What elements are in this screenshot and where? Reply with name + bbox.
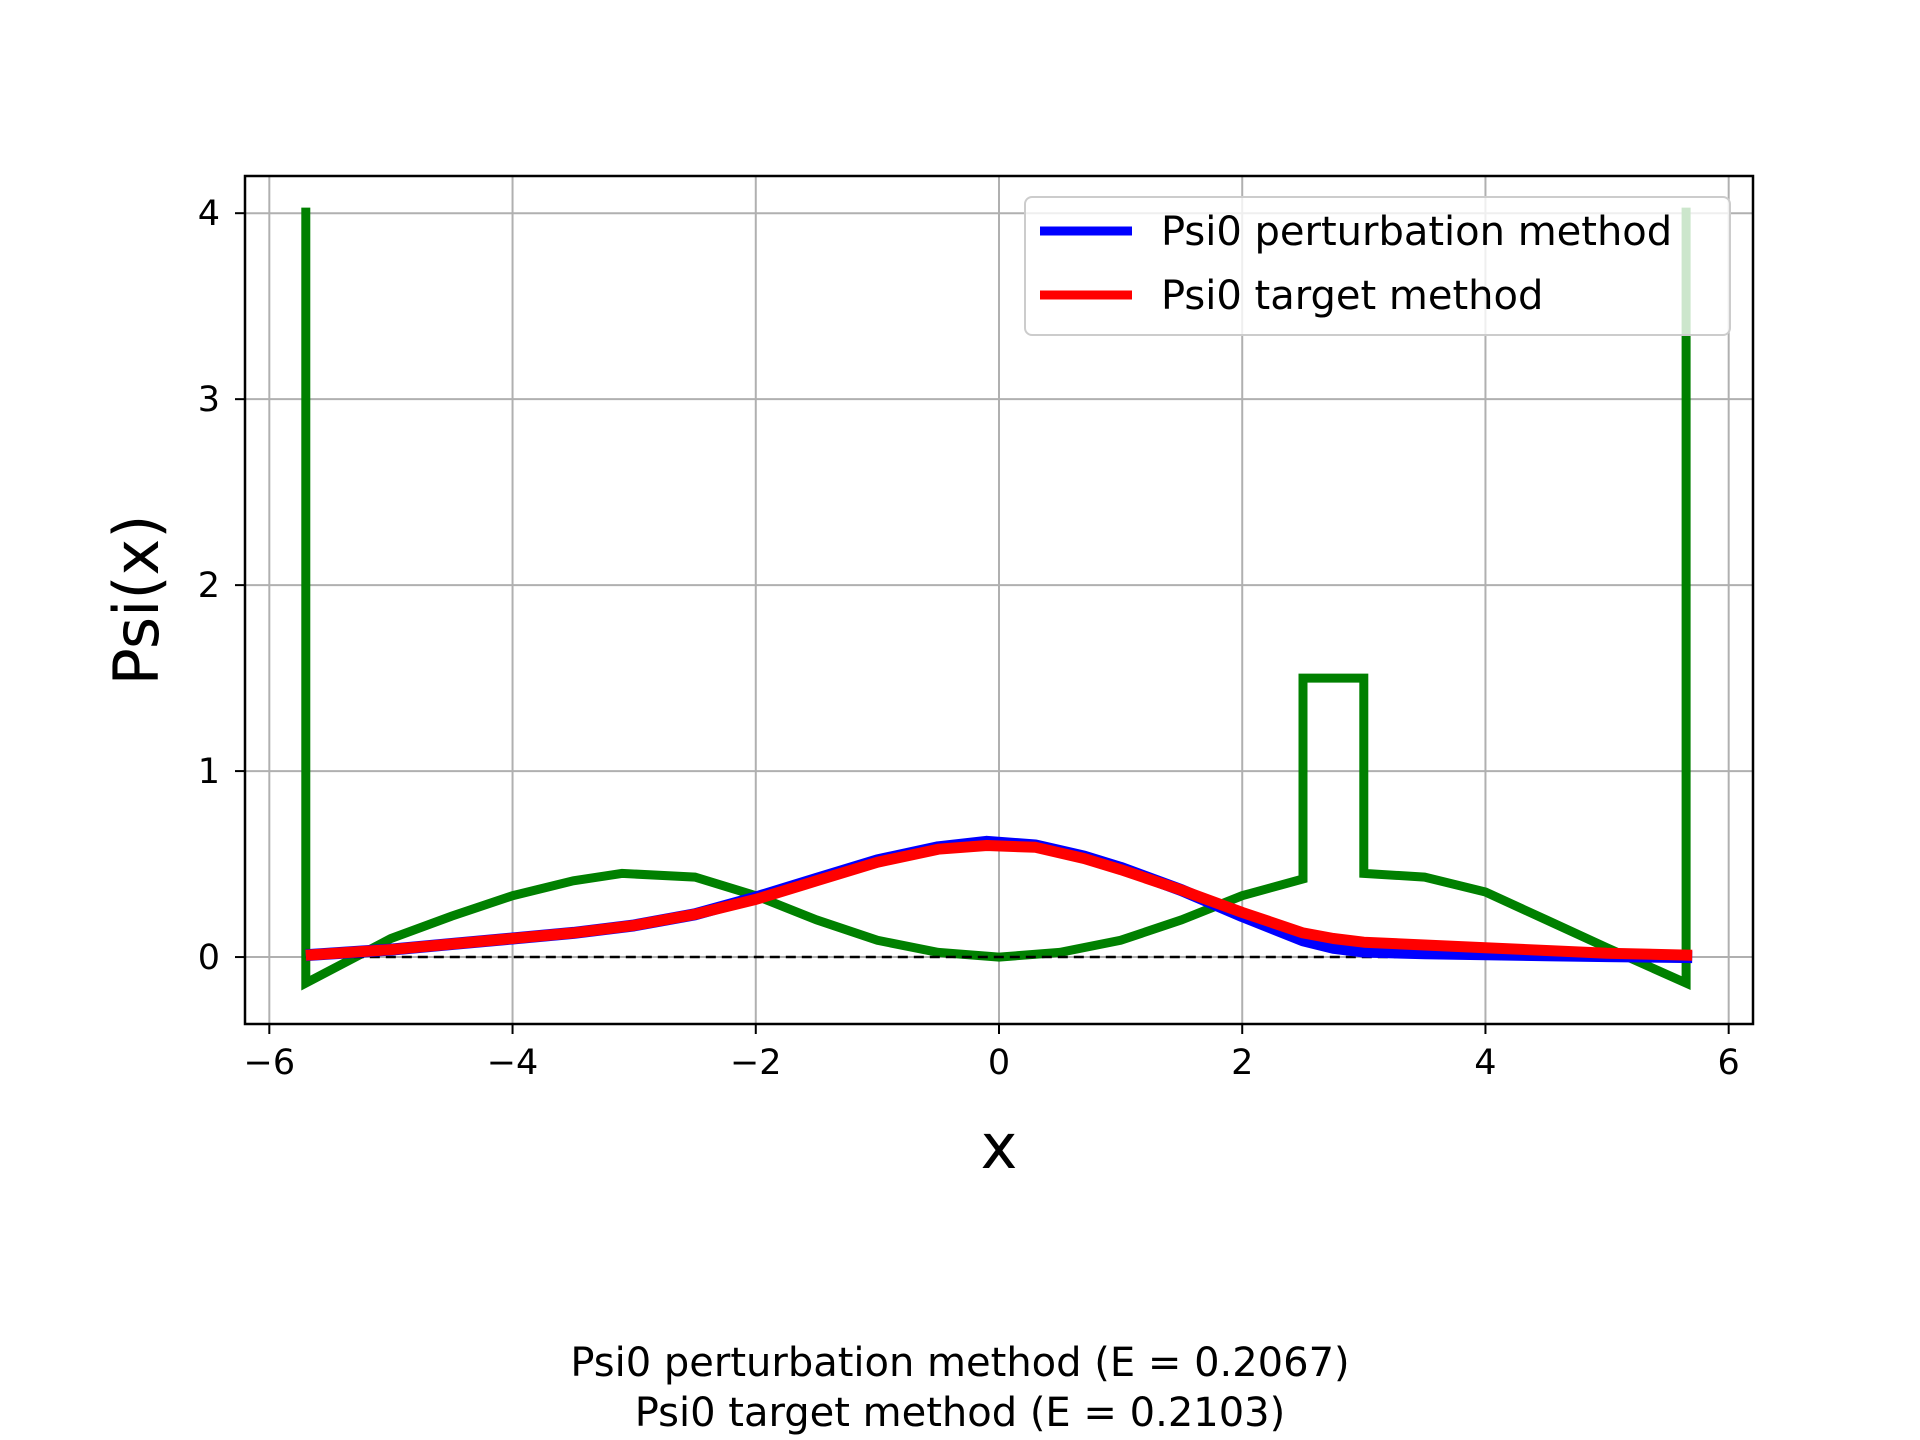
legend-label-target: Psi0 target method xyxy=(1161,273,1543,319)
series-line-target xyxy=(305,840,1693,961)
y-tick-label: 4 xyxy=(198,194,220,234)
x-tick-label: 6 xyxy=(1718,1043,1740,1083)
y-tick-label: 1 xyxy=(198,752,220,792)
x-tick-label: 2 xyxy=(1231,1043,1253,1083)
legend-box xyxy=(1024,196,1731,336)
legend-label-perturbation: Psi0 perturbation method xyxy=(1161,209,1672,255)
x-axis-label: x xyxy=(981,1110,1018,1183)
x-tick-label: −6 xyxy=(244,1043,296,1083)
y-tick-label: 3 xyxy=(198,380,220,420)
y-axis-label: Psi(x) xyxy=(100,515,173,686)
caption-target-energy: Psi0 target method (E = 0.2103) xyxy=(634,1390,1286,1436)
x-tick-label: −2 xyxy=(730,1043,782,1083)
caption-perturbation-energy: Psi0 perturbation method (E = 0.2067) xyxy=(570,1340,1350,1386)
plot-area xyxy=(301,207,1693,991)
x-tick-label: 4 xyxy=(1474,1043,1496,1083)
series-line-potential xyxy=(301,207,1691,991)
x-tick-label: 0 xyxy=(988,1043,1010,1083)
y-tick-label: 0 xyxy=(198,938,220,978)
axes-ticks: −6 −4 −2 0 2 4 6 0 1 2 3 4 xyxy=(198,194,1740,1083)
x-tick-label: −4 xyxy=(487,1043,539,1083)
y-tick-label: 2 xyxy=(198,566,220,606)
legend: Psi0 perturbation method Psi0 target met… xyxy=(1024,196,1731,336)
